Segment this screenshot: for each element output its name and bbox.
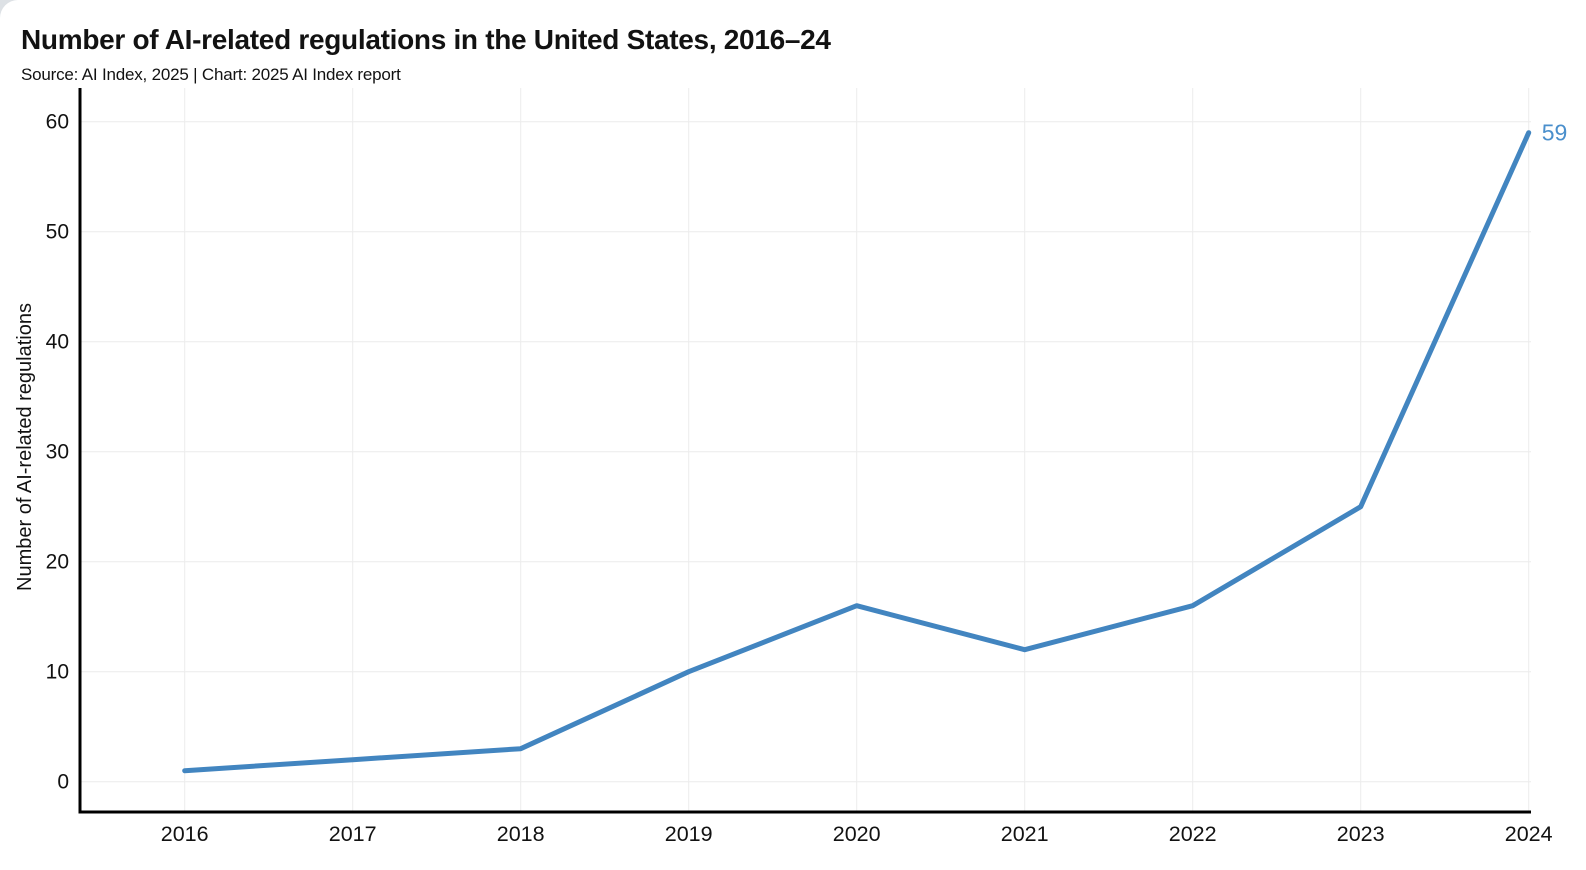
x-tick-label: 2021 <box>1001 822 1049 846</box>
x-tick-label: 2016 <box>161 822 209 846</box>
end-value-label: 59 <box>1542 120 1568 146</box>
x-tick-label: 2020 <box>833 822 881 846</box>
chart-header: Number of AI-related regulations in the … <box>21 24 831 85</box>
x-tick-label: 2022 <box>1169 822 1217 846</box>
y-tick-label: 40 <box>46 331 69 354</box>
x-tick-label: 2019 <box>665 822 713 846</box>
rounded-corner-artifact <box>0 0 24 24</box>
y-tick-label: 30 <box>46 441 69 464</box>
y-tick-label: 50 <box>46 221 69 244</box>
y-tick-label: 10 <box>46 661 69 684</box>
source-caption: Source: AI Index, 2025 | Chart: 2025 AI … <box>21 65 401 85</box>
y-tick-label: 60 <box>46 111 69 134</box>
x-tick-label: 2017 <box>329 822 377 846</box>
y-axis-title: Number of AI-related regulations <box>14 303 36 591</box>
y-tick-label: 0 <box>57 771 69 794</box>
series-line <box>182 130 1532 774</box>
x-tick-label: 2018 <box>497 822 545 846</box>
x-tick-label: 2024 <box>1505 822 1553 846</box>
page-title: Number of AI-related regulations in the … <box>21 24 831 55</box>
x-tick-label: 2023 <box>1337 822 1385 846</box>
y-tick-label: 20 <box>46 551 69 574</box>
